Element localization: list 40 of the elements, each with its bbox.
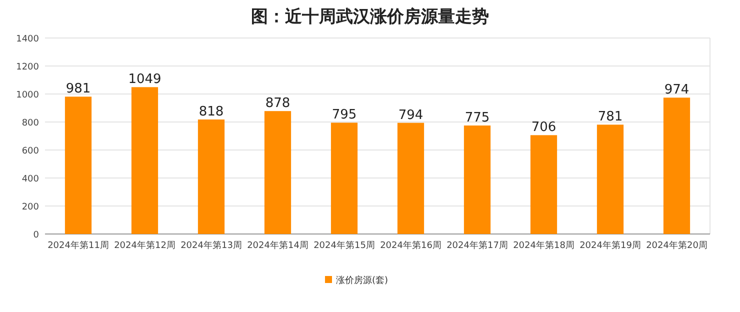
data-label: 981 [66, 82, 91, 97]
x-tick-label: 2024年第16周 [380, 240, 442, 251]
data-label: 775 [464, 110, 490, 126]
data-label: 795 [332, 108, 357, 123]
bar [198, 119, 225, 234]
legend-label: 涨价房源(套) [336, 275, 388, 286]
y-tick-label: 200 [22, 202, 40, 212]
bar [330, 122, 358, 234]
data-label: 818 [198, 104, 224, 120]
data-label: 974 [664, 82, 690, 98]
bar [64, 96, 92, 234]
bar [131, 87, 158, 234]
y-tick-label: 1200 [16, 62, 40, 72]
y-tick-label: 600 [22, 146, 40, 156]
y-tick-label: 0 [33, 230, 40, 240]
x-tick-label: 2024年第13周 [180, 240, 242, 251]
data-label: 878 [265, 96, 290, 112]
x-tick-label: 2024年第20周 [646, 240, 708, 251]
bar [397, 122, 424, 234]
data-label: 781 [598, 110, 623, 125]
bar [264, 111, 292, 234]
bar [530, 135, 558, 234]
y-tick-label: 1000 [16, 90, 40, 100]
chart-title: 图：近十周武汉涨价房源量走势 [251, 7, 489, 27]
bar [464, 126, 491, 234]
bar [596, 124, 624, 234]
y-tick-label: 1400 [16, 34, 40, 44]
y-tick-label: 800 [22, 118, 40, 128]
x-tick-label: 2024年第11周 [48, 240, 109, 251]
x-tick-label: 2024年第19周 [580, 240, 641, 251]
data-label: 706 [531, 120, 556, 136]
data-label: 1049 [128, 72, 162, 88]
data-label: 794 [398, 108, 424, 123]
x-tick-label: 2024年第12周 [114, 240, 176, 251]
x-tick-label: 2024年第15周 [314, 240, 375, 251]
x-tick-label: 2024年第14周 [247, 240, 308, 251]
x-tick-label: 2024年第18周 [513, 240, 574, 251]
x-tick-label: 2024年第17周 [446, 240, 508, 251]
bar [663, 98, 690, 234]
y-tick-label: 400 [22, 174, 40, 184]
